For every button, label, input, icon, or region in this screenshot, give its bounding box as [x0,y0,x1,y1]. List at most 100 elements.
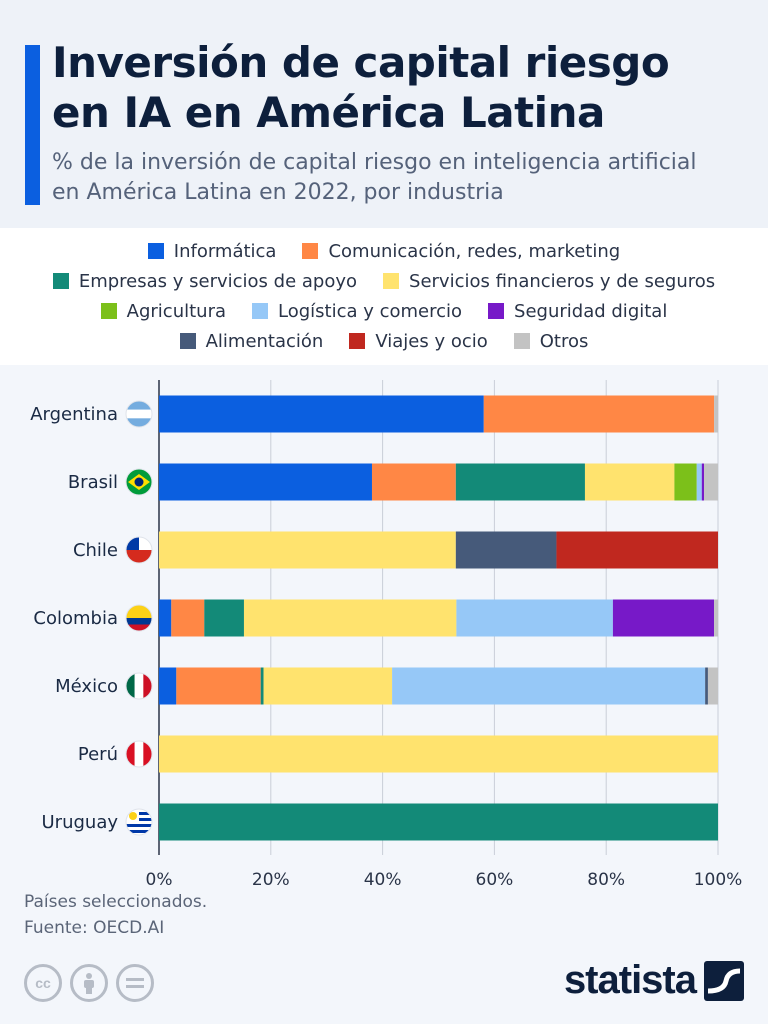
bar-segment [159,599,172,637]
category-label: Perú [78,744,118,765]
x-tick-label: 80% [587,870,625,890]
bar-segment [704,463,718,501]
flag-icon [125,536,153,564]
legend-label: Servicios financieros y de seguros [409,270,716,292]
attribution-icon[interactable] [70,964,108,1002]
bar-segment [714,395,718,433]
chart-subtitle: % de la inversión de capital riesgo en i… [52,148,697,208]
bar-segment [260,667,264,705]
legend-row: Agricultura Logística y comercio Seguridad… [0,296,768,326]
bar-segment [159,531,456,569]
bar-segment [705,667,708,705]
legend-swatch [252,303,268,319]
legend-label: Alimentación [205,330,324,352]
bar-segment [159,735,718,773]
bar-segment [159,667,177,705]
source: Fuente: OECD.AI [24,918,165,938]
bar-segment [263,667,393,705]
legend-label: Otros [539,330,589,352]
legend-label: Logística y comercio [278,300,463,322]
bar-segment [455,531,557,569]
x-tick-label: 20% [252,870,290,890]
legend-label: Agricultura [126,300,226,322]
legend-label: Seguridad digital [514,300,668,322]
subtitle-line-2: en América Latina en 2022, por industria [52,180,504,205]
legend-swatch [302,243,319,259]
subtitle-line-1: % de la inversión de capital riesgo en i… [52,150,697,175]
bar-segment [483,395,715,433]
bar-segment [371,463,456,501]
legend-label: Informática [173,240,277,262]
footnote: Países seleccionados. [24,892,208,912]
legend-swatch [179,333,196,349]
no-derivatives-icon[interactable] [116,964,154,1002]
bar-segment [714,599,718,637]
chart-area: 0% 20% 40% 60% 80% 100% Argentina Brasil Chile Co… [0,365,768,1024]
title-line-2: en IA en América Latina [52,88,605,137]
category-label: Chile [73,540,118,561]
legend-item[interactable]: Empresas y servicios de apoyo [52,270,358,292]
bar-segment [176,667,261,705]
legend-swatch [52,273,69,289]
category-label: Argentina [30,404,118,425]
legend-row: Informática Comunicación, redes, marketin… [0,236,768,266]
legend-item[interactable]: Informática [147,240,277,262]
bar-segment [455,463,585,501]
legend-item[interactable]: Agricultura [100,300,226,322]
bar-segment [159,395,484,433]
bar-segment [584,463,675,501]
flag-icon [125,604,153,632]
bar-segment [674,463,697,501]
bar-segment [159,463,372,501]
creative-commons-icon[interactable]: cc [24,964,62,1002]
statista-logo[interactable]: statista [564,958,744,1003]
legend-item[interactable]: Otros [513,330,589,352]
x-tick-label: 100% [694,870,743,890]
title-accent-bar [25,45,40,205]
statista-logo-icon [704,960,744,1001]
logo-text: statista [563,958,697,1002]
legend-label: Comunicación, redes, marketing [328,240,621,262]
legend-swatch [488,303,505,319]
legend: Informática Comunicación, redes, marketin… [0,228,768,365]
category-label: Uruguay [42,812,119,833]
category-label: Colombia [33,608,118,629]
flag-icon [125,740,153,768]
legend-item[interactable]: Servicios financieros y de seguros [383,271,715,292]
legend-item[interactable]: Viajes y ocio [349,330,488,352]
bar-segment [171,599,205,637]
legend-swatch [349,333,366,349]
legend-label: Empresas y servicios de apoyo [78,270,358,292]
legend-item[interactable]: Seguridad digital [488,301,667,322]
bar-segment [159,803,718,841]
legend-swatch [147,243,164,259]
legend-swatch [513,333,530,349]
x-tick-label: 40% [364,870,402,890]
bar-segment [556,531,718,569]
legend-item[interactable]: Alimentación [179,330,324,352]
legend-row: Alimentación Viajes y ocio Otros [0,326,768,356]
bar-chart: 0% 20% 40% 60% 80% 100% Argentina Brasil Chile Co… [30,380,743,890]
title-line-1: Inversión de capital riesgo [52,38,670,87]
bar-segment [392,667,706,705]
bar-segment [456,599,613,637]
bar-segment [701,463,705,501]
flag-icon [125,808,153,836]
bar-segment [707,667,718,705]
legend-label: Viajes y ocio [375,330,488,352]
bar-segment [204,599,244,637]
legend-swatch [383,273,400,289]
flag-icon [125,468,153,496]
legend-swatch [100,303,117,319]
chart-title: Inversión de capital riesgo en IA en Amé… [52,38,670,138]
bar-segment [612,599,715,637]
category-label: Brasil [68,472,118,493]
category-label: México [55,676,118,697]
flag-icon [125,672,153,700]
legend-row: Empresas y servicios de apoyo Servicios f… [0,266,768,296]
legend-item[interactable]: Logística y comercio [252,301,462,322]
bar-segment [243,599,457,637]
x-tick-label: 0% [146,870,173,890]
legend-item[interactable]: Comunicación, redes, marketing [302,241,620,262]
x-tick-label: 60% [476,870,514,890]
